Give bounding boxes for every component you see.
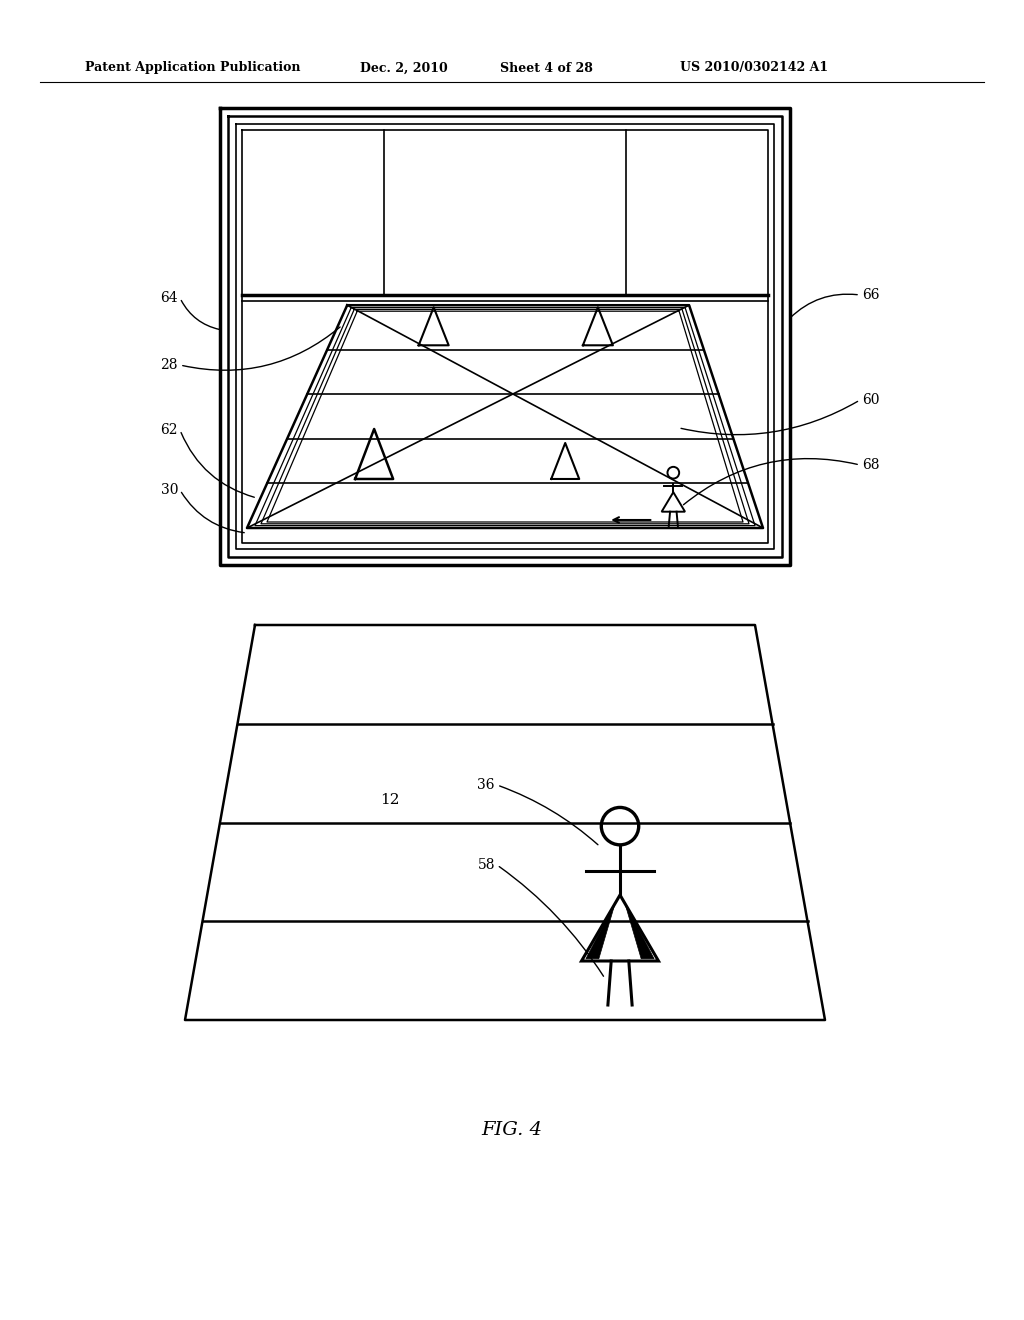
Polygon shape	[662, 492, 685, 512]
Text: 60: 60	[862, 393, 880, 407]
Polygon shape	[582, 895, 658, 961]
Polygon shape	[586, 902, 615, 958]
Text: 12: 12	[380, 793, 399, 807]
Text: 68: 68	[862, 458, 880, 473]
Text: Sheet 4 of 28: Sheet 4 of 28	[500, 62, 593, 74]
Polygon shape	[625, 902, 654, 958]
Text: US 2010/0302142 A1: US 2010/0302142 A1	[680, 62, 828, 74]
Text: 36: 36	[477, 777, 495, 792]
Text: 58: 58	[477, 858, 495, 873]
Text: Patent Application Publication: Patent Application Publication	[85, 62, 300, 74]
Text: 62: 62	[161, 422, 178, 437]
Text: 28: 28	[161, 358, 178, 372]
Text: 30: 30	[161, 483, 178, 498]
Text: FIG. 4: FIG. 4	[481, 1121, 543, 1139]
Text: Dec. 2, 2010: Dec. 2, 2010	[360, 62, 447, 74]
Text: 64: 64	[161, 290, 178, 305]
Text: 66: 66	[862, 288, 880, 302]
